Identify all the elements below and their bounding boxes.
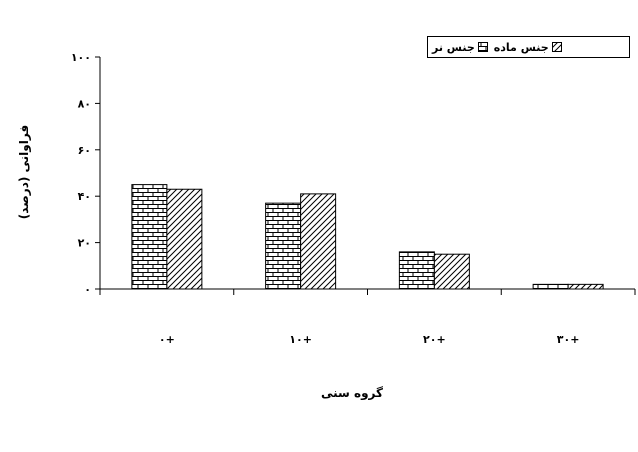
bar-female <box>567 283 604 290</box>
bar-female <box>300 193 337 290</box>
bar-male <box>131 184 168 290</box>
bar-female <box>166 188 203 290</box>
y-axis-title: فراوانی (درصد) <box>17 125 32 219</box>
y-tick-label: ۴۰ <box>78 190 91 203</box>
x-tick-label: ۲۰+ <box>423 333 446 346</box>
bar-male <box>398 251 435 290</box>
legend-label-male: جنس نر <box>432 40 475 54</box>
legend-item-female: جنس ماده <box>494 41 562 54</box>
x-tick-label: ۰+ <box>159 333 175 346</box>
legend-label-female: جنس ماده <box>493 40 549 54</box>
bar-male <box>265 202 302 290</box>
legend-item-male: جنس نر <box>432 41 488 54</box>
y-tick-label: ۶۰ <box>78 144 91 157</box>
y-tick-label: ۱۰۰ <box>71 51 91 64</box>
bar-female <box>433 253 470 290</box>
legend: جنس نر جنس ماده <box>427 36 630 58</box>
bar-male <box>532 283 569 290</box>
legend-swatch-diagonal-icon <box>551 42 562 52</box>
legend-swatch-brick-icon <box>477 42 488 52</box>
x-tick-label: ۱۰+ <box>289 333 312 346</box>
x-tick-label: ۳۰+ <box>557 333 580 346</box>
x-axis-title: گروه سنی <box>321 386 383 401</box>
y-tick-label: ۸۰ <box>78 97 91 110</box>
y-tick-label: ۲۰ <box>78 237 91 250</box>
y-tick-label: ۰ <box>84 283 91 296</box>
